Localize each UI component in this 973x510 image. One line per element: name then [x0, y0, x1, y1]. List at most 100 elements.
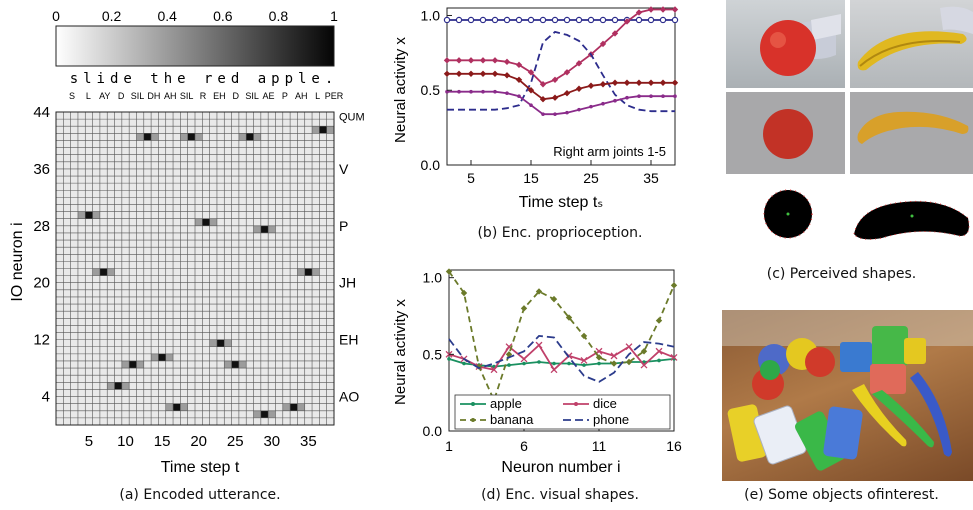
data-point	[671, 16, 679, 24]
phoneme-labels: S L AY D SIL DH AH SIL R EH D SIL AE P AH L PER	[69, 91, 344, 101]
data-point	[597, 361, 601, 366]
data-point	[661, 94, 665, 99]
y-tick-label: 44	[33, 104, 50, 121]
data-point	[520, 355, 528, 363]
heatmap-cell-shadow	[209, 218, 217, 226]
data-point	[479, 57, 487, 64]
heatmap-cell-shadow	[180, 403, 188, 411]
y-tick-label: 36	[33, 161, 50, 178]
phoneme-label: EH	[213, 91, 226, 101]
x-tick-label: 35	[300, 433, 317, 450]
phoneme-label: D	[118, 91, 125, 101]
data-point	[611, 16, 619, 24]
series-line	[448, 270, 675, 403]
caption-c: (c) Perceived shapes.	[766, 266, 917, 282]
data-point	[535, 341, 543, 349]
data-point	[491, 70, 499, 77]
photo-apple-segmented	[726, 92, 845, 174]
data-point	[580, 357, 588, 364]
data-point	[462, 361, 466, 366]
apple-segment-image	[763, 109, 813, 159]
data-point	[623, 79, 631, 86]
phoneme-label: DH	[147, 91, 160, 101]
data-point	[467, 70, 475, 77]
heatmap-cell	[143, 133, 152, 141]
data-point	[505, 91, 509, 96]
heatmap-cell-shadow	[121, 360, 130, 369]
visual-shape-lines	[445, 268, 678, 404]
data-point	[455, 57, 463, 64]
x-tick-label: 5	[467, 170, 475, 186]
data-point	[671, 79, 679, 86]
data-point	[625, 95, 629, 100]
data-point	[552, 361, 556, 366]
photo-apple-contour	[726, 178, 845, 258]
colorbar-tick-label: 0.2	[102, 8, 122, 24]
y-tick-label: 4	[42, 389, 50, 406]
banana-segment-image	[857, 111, 969, 144]
data-point	[475, 363, 483, 370]
phoneme-label: L	[315, 91, 320, 101]
banana-contour-image	[853, 200, 970, 240]
heatmap-cell-shadow	[253, 133, 261, 141]
apple-contour-image	[763, 189, 813, 239]
data-point	[613, 98, 617, 103]
data-point	[671, 6, 679, 13]
heatmap-cell-shadow	[238, 133, 247, 141]
plot-frame	[448, 269, 675, 432]
data-point	[490, 366, 498, 374]
data-point	[647, 6, 655, 13]
data-point	[599, 40, 607, 48]
data-point	[640, 361, 648, 369]
banana-hand-image	[857, 6, 973, 71]
legend-label: dice	[593, 396, 617, 411]
data-point	[575, 16, 583, 24]
data-point	[467, 16, 475, 24]
proprioception-lines	[443, 6, 679, 116]
x-tick-labels: 5 10 15 20 25 30 35	[85, 433, 317, 450]
data-point	[647, 16, 655, 24]
data-point	[455, 16, 463, 24]
heatmap-cell-shadow	[92, 268, 100, 276]
data-point	[467, 57, 475, 64]
data-point	[595, 354, 603, 361]
data-point	[565, 314, 573, 321]
data-point	[599, 16, 607, 24]
heatmap-cell	[260, 410, 269, 418]
x-tick-label: 20	[190, 433, 207, 450]
phoneme-group-label: JH	[339, 275, 356, 291]
heatmap-cell-shadow	[92, 211, 100, 219]
phoneme-label: D	[233, 91, 240, 101]
data-point	[503, 58, 511, 66]
phoneme-label: S	[69, 91, 75, 101]
data-point	[659, 6, 667, 13]
x-axis-label: Time step tₛ	[519, 194, 604, 211]
data-point	[539, 16, 547, 24]
data-point	[503, 16, 511, 24]
heatmap-cell-shadow	[312, 268, 320, 276]
heatmap-cell-shadow	[312, 126, 320, 134]
x-tick-label: 35	[643, 170, 659, 186]
data-point	[491, 57, 499, 64]
legend-label: banana	[490, 412, 534, 427]
series-line	[448, 343, 675, 372]
heatmap-cell-shadow	[224, 360, 232, 369]
colorbar-tick-label: 0.4	[157, 8, 177, 24]
data-point	[623, 18, 631, 25]
y-tick-label: 1.0	[423, 270, 443, 286]
data-point	[655, 317, 663, 324]
data-point	[601, 101, 605, 106]
y-tick-label: 20	[33, 275, 50, 292]
data-point	[670, 353, 678, 361]
heatmap-cell-shadow	[326, 126, 334, 134]
caption-e: (e) Some objects ofinterest.	[744, 487, 939, 503]
data-point	[479, 70, 487, 77]
data-point	[637, 94, 641, 99]
heatmap-cell	[187, 133, 195, 141]
phoneme-label: AE	[262, 91, 274, 101]
data-point	[625, 343, 633, 351]
x-tick-labels: 1 6 11 16	[445, 426, 682, 454]
legend-box	[454, 394, 671, 430]
data-point	[445, 89, 449, 94]
heatmap-cell-shadow	[253, 225, 261, 233]
